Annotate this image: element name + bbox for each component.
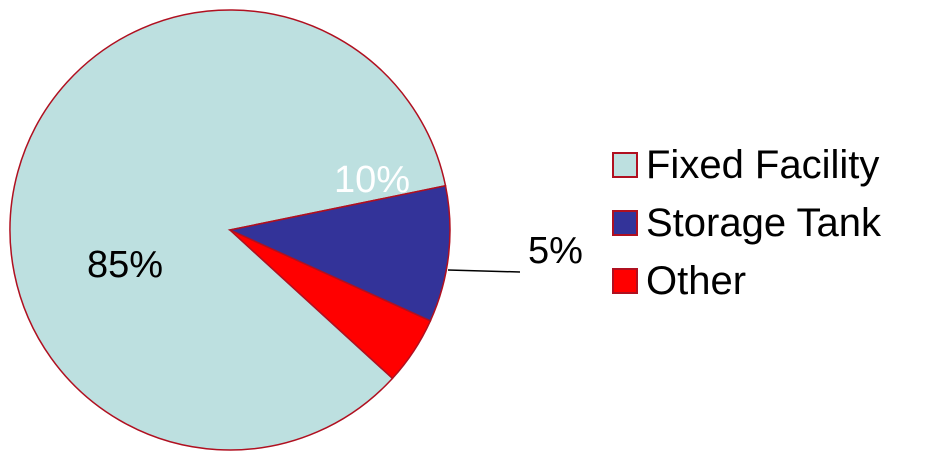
leader-line-other: [447, 269, 521, 273]
legend-item-fixed-facility: Fixed Facility: [612, 136, 881, 194]
legend-label: Other: [646, 259, 747, 303]
pie-data-labels: 85% 10% 5%: [87, 159, 583, 286]
data-label-fixed-facility: 85%: [87, 244, 163, 286]
data-label-storage-tank: 10%: [334, 159, 410, 201]
pie-slice-other: [229, 229, 432, 380]
legend-item-storage-tank: Storage Tank: [612, 194, 881, 252]
chart-legend: Fixed Facility Storage Tank Other: [612, 136, 881, 310]
data-label-other: 5%: [528, 230, 583, 272]
legend-label: Storage Tank: [646, 201, 881, 245]
legend-swatch: [612, 268, 638, 294]
pie-slice-storage-tank: [227, 184, 451, 322]
legend-label: Fixed Facility: [646, 143, 880, 187]
pie-slice-fixed-facility: [9, 9, 447, 451]
pie-slices: [9, 9, 451, 451]
legend-swatch: [612, 152, 638, 178]
legend-swatch: [612, 210, 638, 236]
legend-item-other: Other: [612, 252, 881, 310]
